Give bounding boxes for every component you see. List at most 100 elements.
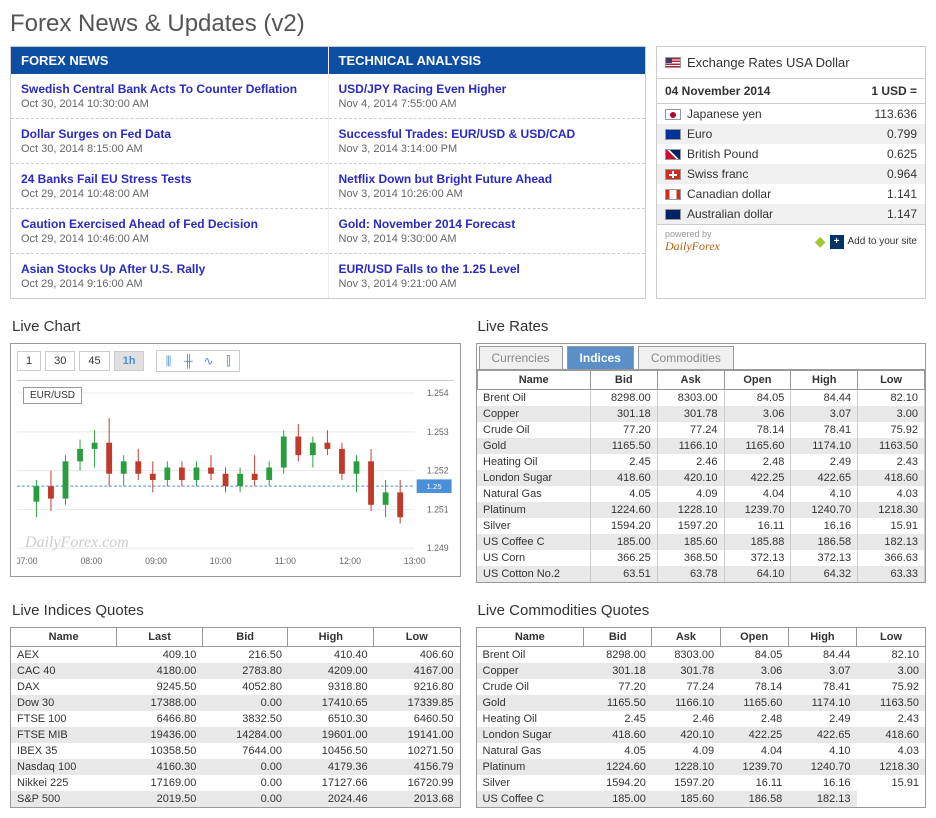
table-row[interactable]: Natural Gas4.054.094.044.104.03 [476, 743, 926, 759]
table-row[interactable]: Nasdaq 1004160.300.004179.364156.79 [11, 759, 461, 775]
table-row[interactable]: S&P 5002019.500.002024.462013.68 [11, 791, 461, 808]
col-header: Low [374, 628, 460, 647]
table-row[interactable]: US Corn366.25368.50372.13372.13366.63 [477, 550, 925, 566]
table-row[interactable]: US Coffee C185.00185.60185.88186.58182.1… [477, 534, 925, 550]
table-row[interactable]: Silver1594.201597.2016.1116.1615.91 [477, 518, 925, 534]
table-cell: 8303.00 [657, 390, 724, 407]
table-row[interactable]: US Cotton No.263.5163.7864.1064.3263.33 [477, 566, 925, 582]
table-row[interactable]: Heating Oil2.452.462.482.492.43 [477, 454, 925, 470]
table-row[interactable]: DAX9245.504052.809318.809216.80 [11, 679, 461, 695]
tech-news-link-0[interactable]: USD/JPY Racing Even Higher [339, 82, 636, 96]
table-row[interactable]: Gold1165.501166.101165.601174.101163.50 [477, 438, 925, 454]
table-row[interactable]: London Sugar418.60420.10422.25422.65418.… [476, 727, 926, 743]
bar-icon[interactable]: ╫ [179, 353, 197, 369]
forex-news-link-1[interactable]: Dollar Surges on Fed Data [21, 127, 318, 141]
rate-row[interactable]: Euro0.799 [657, 124, 925, 144]
table-row[interactable]: AEX409.10216.50410.40406.60 [11, 647, 461, 664]
table-cell: 63.33 [858, 566, 925, 582]
table-cell: 422.25 [720, 727, 788, 743]
tab-currencies[interactable]: Currencies [479, 346, 563, 369]
line-icon[interactable]: ∿ [199, 353, 217, 369]
table-row[interactable]: Heating Oil2.452.462.482.492.43 [476, 711, 926, 727]
rate-row[interactable]: Australian dollar1.147 [657, 204, 925, 224]
table-cell: US Coffee C [477, 534, 590, 550]
table-row[interactable]: Brent Oil8298.008303.0084.0584.4482.10 [477, 390, 925, 407]
candlestick-icon[interactable]: ⫼ [159, 353, 177, 369]
timeframe-45[interactable]: 45 [79, 351, 109, 371]
pair-label: EUR/USD [23, 387, 82, 404]
timeframe-30[interactable]: 30 [45, 351, 75, 371]
table-cell: 418.60 [584, 727, 652, 743]
tab-commodities[interactable]: Commodities [638, 346, 734, 369]
forex-news-link-4[interactable]: Asian Stocks Up After U.S. Rally [21, 262, 318, 276]
table-cell: 82.10 [858, 390, 925, 407]
flag-icon [665, 189, 681, 200]
tech-news-link-4[interactable]: EUR/USD Falls to the 1.25 Level [339, 262, 636, 276]
table-row[interactable]: London Sugar418.60420.10422.25422.65418.… [477, 470, 925, 486]
table-cell: 1594.20 [590, 518, 657, 534]
table-row[interactable]: Nikkei 22517169.000.0017127.6616720.99 [11, 775, 461, 791]
table-row[interactable]: CAC 404180.002783.804209.004167.00 [11, 663, 461, 679]
forex-news-link-2[interactable]: 24 Banks Fail EU Stress Tests [21, 172, 318, 186]
table-row[interactable]: Gold1165.501166.101165.601174.101163.50 [476, 695, 926, 711]
forex-news-time-4: Oct 29, 2014 9:16:00 AM [21, 278, 318, 290]
timeframe-1h[interactable]: 1h [114, 351, 145, 371]
tab-indices[interactable]: Indices [567, 346, 634, 369]
table-cell: 418.60 [858, 470, 925, 486]
table-row[interactable]: Dow 3017388.000.0017410.6517339.85 [11, 695, 461, 711]
dailyforex-logo[interactable]: DailyForex [665, 239, 720, 254]
table-row[interactable]: Platinum1224.601228.101239.701240.701218… [476, 759, 926, 775]
table-row[interactable]: Copper301.18301.783.063.073.00 [476, 663, 926, 679]
rate-row[interactable]: Canadian dollar1.141 [657, 184, 925, 204]
table-row[interactable]: FTSE MIB19436.0014284.0019601.0019141.00 [11, 727, 461, 743]
table-cell: 77.24 [652, 679, 720, 695]
forex-news-link-3[interactable]: Caution Exercised Ahead of Fed Decision [21, 217, 318, 231]
table-row[interactable]: FTSE 1006466.803832.506510.306460.50 [11, 711, 461, 727]
table-row[interactable]: Crude Oil77.2077.2478.1478.4175.92 [477, 422, 925, 438]
table-cell: 185.88 [724, 534, 791, 550]
rate-row[interactable]: Japanese yen113.636 [657, 104, 925, 124]
forex-news-link-0[interactable]: Swedish Central Bank Acts To Counter Def… [21, 82, 318, 96]
table-cell: 422.25 [724, 470, 791, 486]
table-row[interactable]: US Coffee C185.00185.60186.58182.13 [476, 791, 926, 808]
col-header: Bid [590, 371, 657, 390]
table-row[interactable]: Platinum1224.601228.101239.701240.701218… [477, 502, 925, 518]
svg-text:1.253: 1.253 [427, 427, 449, 437]
table-cell: 185.00 [584, 791, 652, 808]
table-cell: 4.10 [788, 743, 856, 759]
table-cell: 2.43 [858, 454, 925, 470]
tech-news-link-3[interactable]: Gold: November 2014 Forecast [339, 217, 636, 231]
tech-news-link-2[interactable]: Netflix Down but Bright Future Ahead [339, 172, 636, 186]
rate-row[interactable]: British Pound0.625 [657, 144, 925, 164]
tech-news-link-1[interactable]: Successful Trades: EUR/USD & USD/CAD [339, 127, 636, 141]
table-cell: 1239.70 [724, 502, 791, 518]
page-title: Forex News & Updates (v2) [10, 10, 926, 38]
table-row[interactable]: Natural Gas4.054.094.044.104.03 [477, 486, 925, 502]
plus-icon: + [830, 235, 844, 249]
chart-area[interactable]: EUR/USD 1.2541.2531.2521.2511.2491.2507:… [17, 380, 454, 570]
table-cell: 301.18 [584, 663, 652, 679]
table-row[interactable]: Brent Oil8298.008303.0084.0584.4482.10 [476, 647, 926, 664]
table-cell: Copper [477, 406, 590, 422]
table-row[interactable]: Copper301.18301.783.063.073.00 [477, 406, 925, 422]
flag-icon [665, 109, 681, 120]
table-cell: 3.00 [857, 663, 926, 679]
table-cell: CAC 40 [11, 663, 117, 679]
currency-name: Swiss franc [687, 167, 748, 181]
table-cell: 1163.50 [858, 438, 925, 454]
table-cell: 2.45 [590, 454, 657, 470]
col-header: Name [11, 628, 117, 647]
live-chart-title: Live Chart [10, 314, 461, 339]
table-row[interactable]: IBEX 3510358.507644.0010456.5010271.50 [11, 743, 461, 759]
table-row[interactable]: Silver1594.201597.2016.1116.1615.91 [476, 775, 926, 791]
table-cell: FTSE 100 [11, 711, 117, 727]
table-row[interactable]: Crude Oil77.2077.2478.1478.4175.92 [476, 679, 926, 695]
add-to-site-button[interactable]: ◆ + Add to your site [815, 233, 917, 250]
timeframe-1[interactable]: 1 [17, 351, 41, 371]
currency-rate: 1.141 [887, 187, 917, 201]
table-cell: 78.41 [791, 422, 858, 438]
table-cell: 4.05 [590, 486, 657, 502]
rate-row[interactable]: Swiss franc0.964 [657, 164, 925, 184]
settings-icon[interactable]: ⫿ [219, 353, 237, 369]
powered-label: powered by [665, 229, 720, 239]
